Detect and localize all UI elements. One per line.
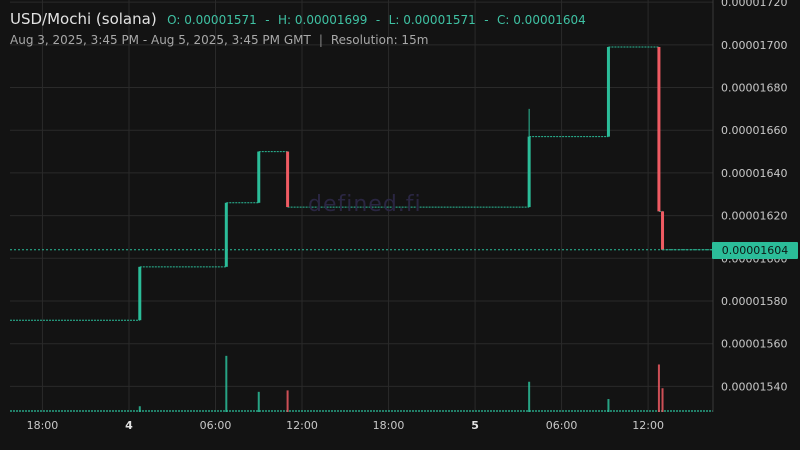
x-tick-label: 18:00 xyxy=(27,419,59,432)
resolution-label: Resolution: 15m xyxy=(330,33,429,47)
candle-body xyxy=(527,136,531,208)
y-tick-label: 0.00001720 xyxy=(721,0,787,9)
volume-bars xyxy=(10,355,713,412)
ohlc-open: O: 0.00001571 xyxy=(167,13,257,27)
x-tick-label: 06:00 xyxy=(546,419,578,432)
watermark: defined.fi xyxy=(308,192,422,217)
axes: 0.000015400.000015600.000015800.00001600… xyxy=(27,0,787,432)
y-tick-label: 0.00001560 xyxy=(721,338,787,351)
volume-bar xyxy=(661,388,664,412)
ohlc-low: L: 0.00001571 xyxy=(388,13,476,27)
x-tick-label: 18:00 xyxy=(373,419,405,432)
y-tick-label: 0.00001700 xyxy=(721,39,787,52)
y-tick-label: 0.00001680 xyxy=(721,82,787,95)
candle-body xyxy=(657,46,661,212)
candle-body xyxy=(606,46,610,137)
ohlc-separator: - xyxy=(375,13,381,27)
volume-bar xyxy=(528,381,531,412)
volume-bar xyxy=(138,406,141,412)
chart-subheader: Aug 3, 2025, 3:45 PM - Aug 5, 2025, 3:45… xyxy=(10,33,428,47)
x-tick-label: 12:00 xyxy=(632,419,664,432)
x-tick-label: 5 xyxy=(471,419,479,432)
y-tick-label: 0.00001620 xyxy=(721,210,787,223)
x-tick-label: 06:00 xyxy=(200,419,232,432)
candle-body xyxy=(257,151,261,203)
ohlc-close: C: 0.00001604 xyxy=(497,13,586,27)
symbol-title: USD/Mochi (solana) xyxy=(10,10,157,28)
x-tick-label: 12:00 xyxy=(286,419,318,432)
date-range: Aug 3, 2025, 3:45 PM - Aug 5, 2025, 3:45… xyxy=(10,33,311,47)
candle-body xyxy=(661,211,665,250)
volume-bar xyxy=(225,355,228,412)
y-tick-label: 0.00001660 xyxy=(721,124,787,137)
candle-body xyxy=(224,202,228,267)
ohlc-high: H: 0.00001699 xyxy=(278,13,368,27)
ohlc-separator: - xyxy=(265,13,270,27)
volume-bar xyxy=(257,391,260,412)
y-tick-label: 0.00001640 xyxy=(721,167,787,180)
volume-bar xyxy=(607,399,610,412)
divider: | xyxy=(318,33,323,47)
volume-bar xyxy=(286,390,289,412)
y-tick-label: 0.00001580 xyxy=(721,295,787,308)
ohlc-separator: - xyxy=(484,13,489,27)
x-tick-label: 4 xyxy=(125,419,133,432)
candle-body xyxy=(286,151,290,208)
y-tick-label: 0.00001540 xyxy=(721,380,787,393)
grid xyxy=(10,0,713,412)
candles xyxy=(10,46,713,321)
candle-body xyxy=(138,266,142,321)
volume-bar xyxy=(657,364,660,412)
current-price-badge: 0.00001604 xyxy=(712,241,798,259)
chart-header: USD/Mochi (solana) O: 0.00001571 - H: 0.… xyxy=(10,10,590,28)
